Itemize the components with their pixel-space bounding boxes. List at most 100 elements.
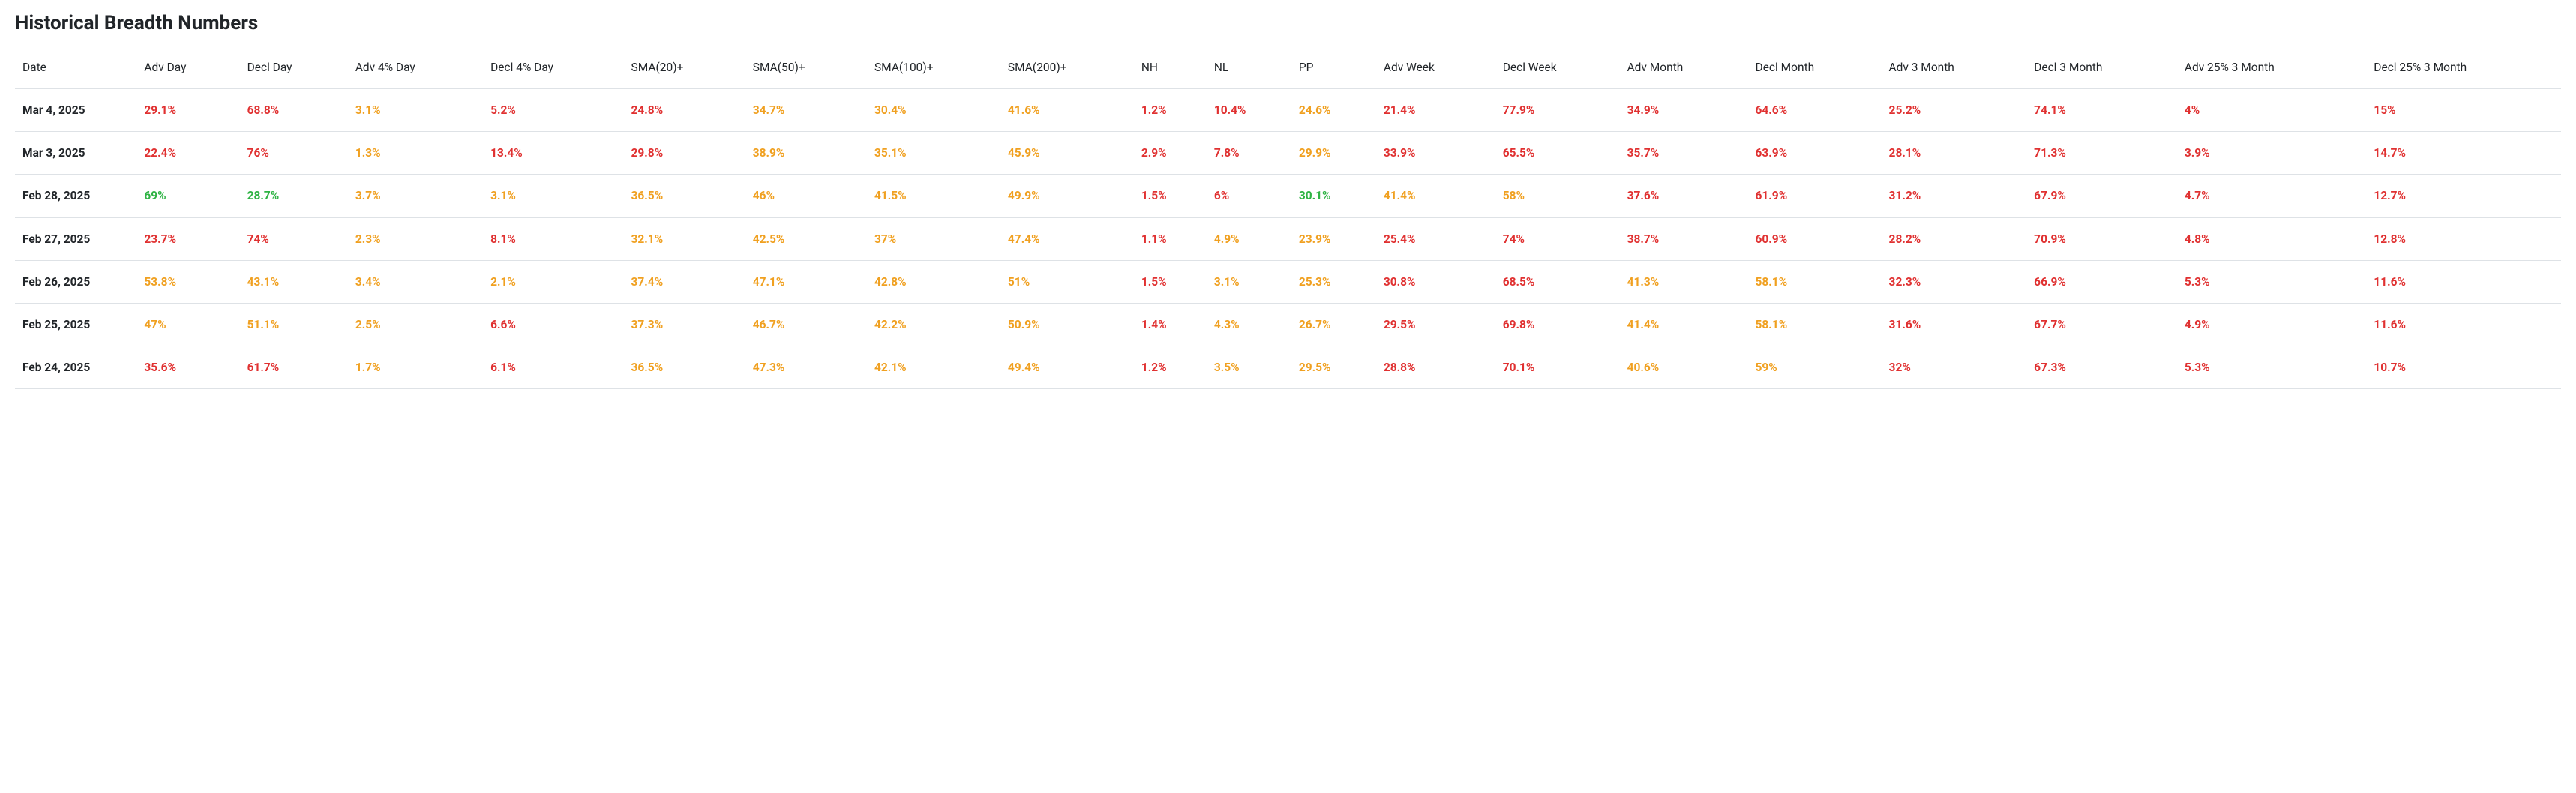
cell-adv_day: 53.8% bbox=[136, 260, 239, 303]
cell-decl_4_day: 2.1% bbox=[483, 260, 623, 303]
cell-nh: 1.2% bbox=[1134, 89, 1207, 132]
date-cell: Mar 4, 2025 bbox=[15, 89, 136, 132]
cell-pp: 29.9% bbox=[1291, 132, 1376, 175]
cell-adv_25_3m: 4.9% bbox=[2177, 303, 2366, 346]
page: Historical Breadth Numbers DateAdv DayDe… bbox=[0, 0, 2576, 401]
column-header-adv_25_3m: Adv 25% 3 Month bbox=[2177, 52, 2366, 89]
cell-adv_25_3m: 5.3% bbox=[2177, 346, 2366, 388]
cell-decl_4_day: 6.6% bbox=[483, 303, 623, 346]
cell-adv_4_day: 1.7% bbox=[348, 346, 483, 388]
cell-adv_25_3m: 4.7% bbox=[2177, 175, 2366, 217]
cell-adv_month: 38.7% bbox=[1620, 217, 1748, 260]
cell-adv_3m: 25.2% bbox=[1882, 89, 2027, 132]
cell-decl_4_day: 8.1% bbox=[483, 217, 623, 260]
cell-decl_25_3m: 11.6% bbox=[2366, 260, 2561, 303]
cell-decl_week: 74% bbox=[1495, 217, 1620, 260]
cell-decl_week: 77.9% bbox=[1495, 89, 1620, 132]
cell-decl_4_day: 5.2% bbox=[483, 89, 623, 132]
cell-sma50: 38.9% bbox=[745, 132, 867, 175]
column-header-decl_day: Decl Day bbox=[240, 52, 348, 89]
cell-nh: 2.9% bbox=[1134, 132, 1207, 175]
cell-decl_week: 68.5% bbox=[1495, 260, 1620, 303]
cell-sma20: 32.1% bbox=[624, 217, 745, 260]
cell-decl_day: 76% bbox=[240, 132, 348, 175]
cell-sma50: 47.1% bbox=[745, 260, 867, 303]
cell-adv_4_day: 3.4% bbox=[348, 260, 483, 303]
cell-decl_3m: 67.7% bbox=[2026, 303, 2177, 346]
cell-nh: 1.4% bbox=[1134, 303, 1207, 346]
cell-sma200: 49.9% bbox=[1000, 175, 1134, 217]
cell-nl: 6% bbox=[1207, 175, 1291, 217]
cell-sma50: 46.7% bbox=[745, 303, 867, 346]
cell-adv_3m: 28.2% bbox=[1882, 217, 2027, 260]
cell-adv_week: 33.9% bbox=[1376, 132, 1495, 175]
cell-sma100: 42.8% bbox=[867, 260, 1000, 303]
cell-decl_25_3m: 12.7% bbox=[2366, 175, 2561, 217]
cell-adv_4_day: 2.3% bbox=[348, 217, 483, 260]
cell-adv_day: 69% bbox=[136, 175, 239, 217]
cell-decl_3m: 67.9% bbox=[2026, 175, 2177, 217]
cell-pp: 24.6% bbox=[1291, 89, 1376, 132]
cell-decl_25_3m: 15% bbox=[2366, 89, 2561, 132]
cell-sma100: 35.1% bbox=[867, 132, 1000, 175]
cell-adv_week: 29.5% bbox=[1376, 303, 1495, 346]
table-header-row: DateAdv DayDecl DayAdv 4% DayDecl 4% Day… bbox=[15, 52, 2561, 89]
cell-sma100: 42.1% bbox=[867, 346, 1000, 388]
cell-adv_3m: 32.3% bbox=[1882, 260, 2027, 303]
cell-decl_4_day: 3.1% bbox=[483, 175, 623, 217]
cell-adv_25_3m: 4.8% bbox=[2177, 217, 2366, 260]
column-header-decl_4_day: Decl 4% Day bbox=[483, 52, 623, 89]
cell-adv_25_3m: 5.3% bbox=[2177, 260, 2366, 303]
cell-sma20: 36.5% bbox=[624, 175, 745, 217]
cell-decl_month: 60.9% bbox=[1748, 217, 1882, 260]
cell-decl_4_day: 6.1% bbox=[483, 346, 623, 388]
cell-sma200: 50.9% bbox=[1000, 303, 1134, 346]
column-header-sma20: SMA(20)+ bbox=[624, 52, 745, 89]
cell-adv_week: 41.4% bbox=[1376, 175, 1495, 217]
cell-adv_3m: 31.6% bbox=[1882, 303, 2027, 346]
table-row: Feb 28, 202569%28.7%3.7%3.1%36.5%46%41.5… bbox=[15, 175, 2561, 217]
cell-adv_25_3m: 3.9% bbox=[2177, 132, 2366, 175]
cell-decl_month: 59% bbox=[1748, 346, 1882, 388]
cell-decl_week: 58% bbox=[1495, 175, 1620, 217]
cell-adv_4_day: 2.5% bbox=[348, 303, 483, 346]
cell-adv_month: 37.6% bbox=[1620, 175, 1748, 217]
cell-pp: 23.9% bbox=[1291, 217, 1376, 260]
cell-adv_month: 35.7% bbox=[1620, 132, 1748, 175]
cell-sma20: 29.8% bbox=[624, 132, 745, 175]
cell-adv_4_day: 3.1% bbox=[348, 89, 483, 132]
column-header-decl_25_3m: Decl 25% 3 Month bbox=[2366, 52, 2561, 89]
cell-nh: 1.1% bbox=[1134, 217, 1207, 260]
cell-decl_month: 58.1% bbox=[1748, 303, 1882, 346]
cell-decl_3m: 66.9% bbox=[2026, 260, 2177, 303]
cell-sma20: 37.3% bbox=[624, 303, 745, 346]
cell-sma100: 42.2% bbox=[867, 303, 1000, 346]
cell-nh: 1.5% bbox=[1134, 260, 1207, 303]
column-header-nh: NH bbox=[1134, 52, 1207, 89]
cell-adv_3m: 28.1% bbox=[1882, 132, 2027, 175]
cell-adv_week: 30.8% bbox=[1376, 260, 1495, 303]
cell-pp: 29.5% bbox=[1291, 346, 1376, 388]
column-header-sma200: SMA(200)+ bbox=[1000, 52, 1134, 89]
cell-sma50: 47.3% bbox=[745, 346, 867, 388]
date-cell: Feb 28, 2025 bbox=[15, 175, 136, 217]
cell-decl_3m: 71.3% bbox=[2026, 132, 2177, 175]
column-header-pp: PP bbox=[1291, 52, 1376, 89]
cell-decl_day: 68.8% bbox=[240, 89, 348, 132]
page-title: Historical Breadth Numbers bbox=[15, 12, 2561, 34]
cell-decl_25_3m: 12.8% bbox=[2366, 217, 2561, 260]
cell-adv_day: 23.7% bbox=[136, 217, 239, 260]
cell-decl_day: 51.1% bbox=[240, 303, 348, 346]
date-cell: Feb 26, 2025 bbox=[15, 260, 136, 303]
cell-decl_day: 43.1% bbox=[240, 260, 348, 303]
table-row: Mar 3, 202522.4%76%1.3%13.4%29.8%38.9%35… bbox=[15, 132, 2561, 175]
cell-decl_week: 65.5% bbox=[1495, 132, 1620, 175]
cell-decl_day: 28.7% bbox=[240, 175, 348, 217]
cell-nh: 1.2% bbox=[1134, 346, 1207, 388]
cell-nl: 4.3% bbox=[1207, 303, 1291, 346]
cell-decl_week: 69.8% bbox=[1495, 303, 1620, 346]
cell-adv_month: 41.3% bbox=[1620, 260, 1748, 303]
cell-decl_week: 70.1% bbox=[1495, 346, 1620, 388]
cell-pp: 30.1% bbox=[1291, 175, 1376, 217]
column-header-decl_3m: Decl 3 Month bbox=[2026, 52, 2177, 89]
